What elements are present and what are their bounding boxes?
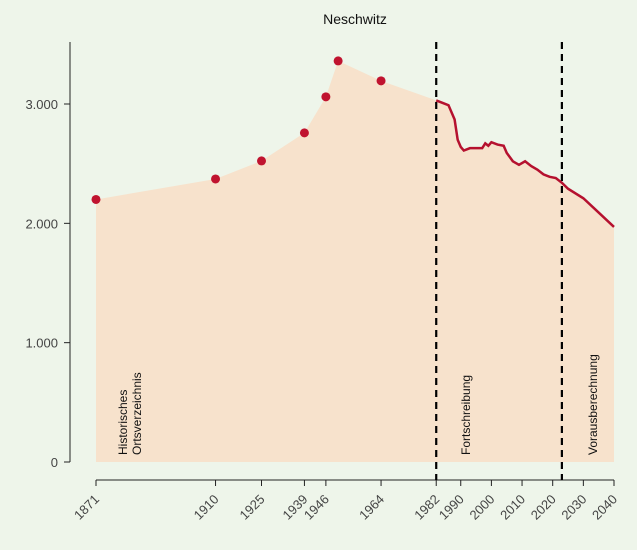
annotation: HistorischesOrtsverzeichnis — [116, 372, 144, 455]
data-point — [299, 128, 309, 138]
data-point — [376, 76, 386, 86]
y-tick-label: 0 — [51, 455, 58, 470]
data-point — [321, 92, 331, 102]
y-tick-label: 2.000 — [25, 216, 58, 231]
y-tick-label: 1.000 — [25, 336, 58, 351]
annotation: Vorausberechnung — [586, 354, 600, 455]
chart-title: Neschwitz — [323, 11, 387, 27]
population-line — [435, 99, 615, 228]
data-point — [211, 174, 221, 184]
annotation: Fortschreibung — [459, 375, 473, 455]
data-point — [91, 194, 101, 204]
data-point — [257, 156, 267, 166]
area — [96, 60, 614, 463]
y-tick-label: 3.000 — [25, 97, 58, 112]
data-point — [333, 56, 343, 66]
